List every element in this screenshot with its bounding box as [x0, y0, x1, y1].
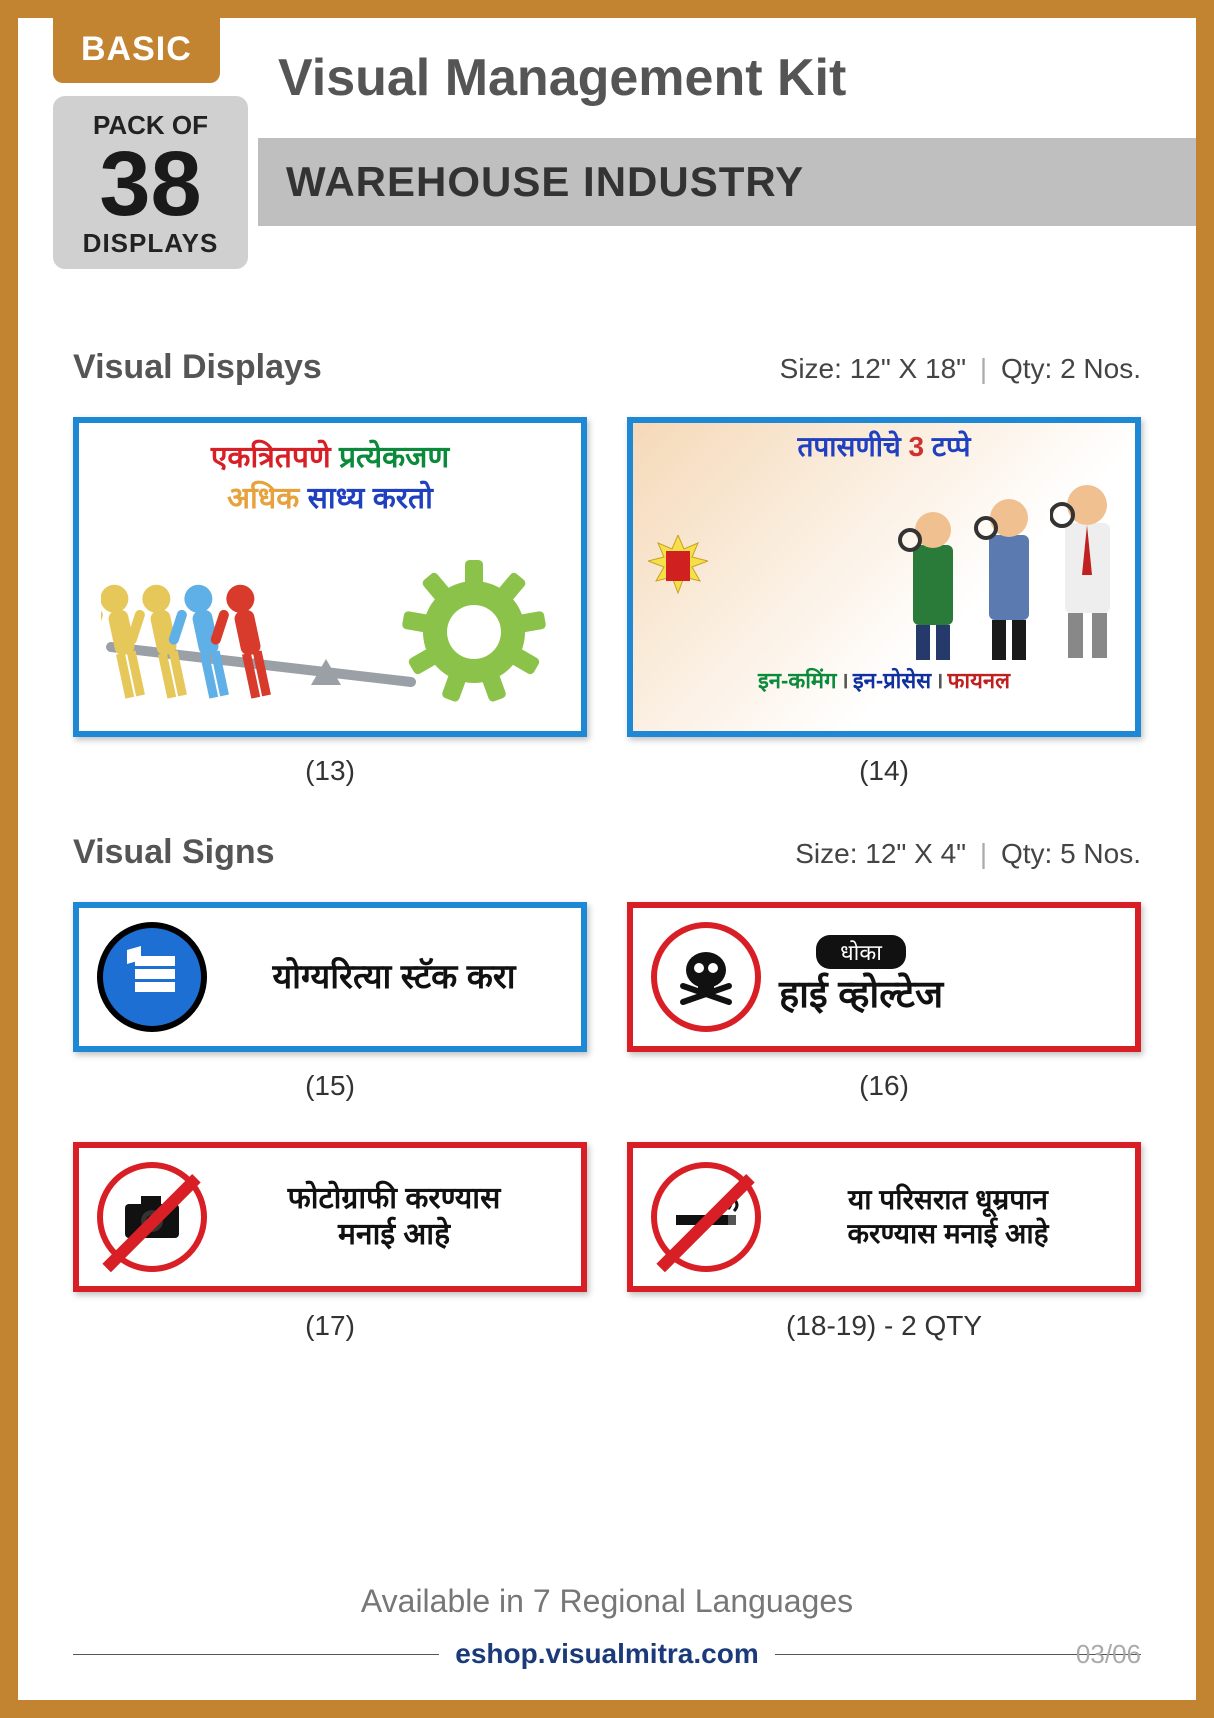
card-caption: (15) [73, 1070, 587, 1102]
signs-grid-1: योग्यरित्या स्टॅक करा (15) [73, 902, 1141, 1102]
section-header-row: Visual Signs Size: 12" X 4" | Qty: 5 Nos… [73, 833, 1141, 872]
card-caption: (13) [73, 755, 587, 787]
size-value: 12" X 18" [850, 353, 966, 384]
sign-card-17: फोटोग्राफी करण्यास मनाई आहे (17) [73, 1142, 587, 1342]
text-part: फायनल [947, 668, 1010, 693]
display-card-13: एकत्रितपणे प्रत्येकजण अधिक साध्य करतो [73, 417, 587, 787]
text-part: टप्पे [924, 431, 970, 462]
shop-url: eshop.visualmitra.com [455, 1638, 758, 1670]
footer-url-row: eshop.visualmitra.com [73, 1638, 1141, 1670]
pack-count-badge: PACK OF 38 DISPLAYS [53, 96, 248, 269]
display-frame: एकत्रितपणे प्रत्येकजण अधिक साध्य करतो [73, 417, 587, 737]
stack-mandatory-icon [97, 922, 207, 1032]
sign-card-18-19: या परिसरात धूम्रपान करण्यास मनाई आहे (18… [627, 1142, 1141, 1342]
inspector-icon [974, 475, 1044, 665]
section-meta: Size: 12" X 18" | Qty: 2 Nos. [780, 353, 1141, 385]
size-label: Size: [780, 353, 842, 384]
page-title: Visual Management Kit [278, 48, 846, 108]
size-label: Size: [795, 838, 857, 869]
displays-grid: एकत्रितपणे प्रत्येकजण अधिक साध्य करतो [73, 417, 1141, 787]
text-line: या परिसरात धूम्रपान [779, 1183, 1117, 1217]
sign-text: योग्यरित्या स्टॅक करा [225, 957, 563, 998]
sign-text: या परिसरात धूम्रपान करण्यास मनाई आहे [779, 1183, 1117, 1250]
industry-subtitle: WAREHOUSE INDUSTRY [258, 138, 1196, 226]
sign-text: फोटोग्राफी करण्यास मनाई आहे [225, 1181, 563, 1253]
text-part: 3 [909, 431, 925, 462]
separator: । [935, 668, 943, 693]
divider-line [73, 1654, 439, 1655]
card-caption: (17) [73, 1310, 587, 1342]
page-footer: Available in 7 Regional Languages eshop.… [73, 1583, 1141, 1670]
sign-frame: फोटोग्राफी करण्यास मनाई आहे [73, 1142, 587, 1292]
sign-card-16: धोका हाई व्होल्टेज (16) [627, 902, 1141, 1102]
no-smoking-icon [651, 1162, 761, 1272]
section-meta: Size: 12" X 4" | Qty: 5 Nos. [795, 838, 1141, 870]
sign-card-15: योग्यरित्या स्टॅक करा (15) [73, 902, 587, 1102]
no-photography-icon [97, 1162, 207, 1272]
inspector-icon [1050, 465, 1125, 665]
text-line: फोटोग्राफी करण्यास [225, 1181, 563, 1217]
sign-frame: या परिसरात धूम्रपान करण्यास मनाई आहे [627, 1142, 1141, 1292]
people-icon [101, 557, 321, 717]
text-part: साध्य करतो [308, 482, 433, 515]
poster-13-art [91, 527, 569, 727]
poster-13-line1: एकत्रितपणे प्रत्येकजण [91, 435, 569, 476]
skull-shape [671, 942, 741, 1012]
text-part: इन-प्रोसेस [853, 668, 931, 693]
danger-badge: धोका [816, 935, 906, 969]
visual-signs-section: Visual Signs Size: 12" X 4" | Qty: 5 Nos… [73, 833, 1141, 1382]
sign-frame: योग्यरित्या स्टॅक करा [73, 902, 587, 1052]
sign-text: हाई व्होल्टेज [779, 973, 943, 1019]
poster-14-title: तपासणीचे 3 टप्पे [633, 427, 1135, 465]
display-frame: तपासणीचे 3 टप्पे इन-कमिंग।इन-प्रोसेस।फाय… [627, 417, 1141, 737]
inspector-icon [898, 485, 968, 665]
card-caption: (14) [627, 755, 1141, 787]
prohibit-slash [103, 1174, 202, 1273]
card-caption: (18-19) - 2 QTY [627, 1310, 1141, 1342]
visual-displays-section: Visual Displays Size: 12" X 18" | Qty: 2… [73, 348, 1141, 827]
pack-bottom-label: DISPLAYS [61, 228, 240, 259]
catalogue-page: BASIC PACK OF 38 DISPLAYS Visual Managem… [0, 0, 1214, 1718]
poster-14-bottom: इन-कमिंग।इन-प्रोसेस।फायनल [633, 665, 1135, 695]
separator: । [840, 668, 848, 693]
qty-value: 2 Nos. [1060, 353, 1141, 384]
availability-note: Available in 7 Regional Languages [73, 1583, 1141, 1620]
text-line: मनाई आहे [225, 1217, 563, 1253]
qty-label: Qty: [1001, 838, 1052, 869]
text-line: करण्यास मनाई आहे [779, 1217, 1117, 1251]
poster-14-people [633, 465, 1135, 665]
sign-text-stack: धोका हाई व्होल्टेज [779, 935, 943, 1019]
meta-separator: | [980, 838, 987, 869]
size-value: 12" X 4" [865, 838, 966, 869]
meta-separator: | [980, 353, 987, 384]
text-part: एकत्रितपणे [211, 441, 339, 474]
qty-value: 5 Nos. [1060, 838, 1141, 869]
signs-grid-2: फोटोग्राफी करण्यास मनाई आहे (17) [73, 1142, 1141, 1342]
qty-label: Qty: [1001, 353, 1052, 384]
text-part: इन-कमिंग [758, 668, 836, 693]
section-heading: Visual Signs [73, 833, 275, 872]
display-card-14: तपासणीचे 3 टप्पे इन-कमिंग।इन-प्रोसेस।फाय… [627, 417, 1141, 787]
sign-frame: धोका हाई व्होल्टेज [627, 902, 1141, 1052]
card-caption: (16) [627, 1070, 1141, 1102]
section-heading: Visual Displays [73, 348, 322, 387]
section-header-row: Visual Displays Size: 12" X 18" | Qty: 2… [73, 348, 1141, 387]
poster-13-line2: अधिक साध्य करतो [91, 476, 569, 517]
pack-number: 38 [61, 141, 240, 228]
page-number: 03/06 [1076, 1639, 1141, 1670]
text-part: अधिक [227, 482, 308, 515]
skull-danger-icon [651, 922, 761, 1032]
text-part: तपासणीचे [797, 431, 908, 462]
text-part: प्रत्येकजण [339, 441, 449, 474]
basic-badge: BASIC [53, 16, 220, 83]
stack-shape [117, 942, 187, 1012]
product-burst-icon [648, 535, 708, 615]
